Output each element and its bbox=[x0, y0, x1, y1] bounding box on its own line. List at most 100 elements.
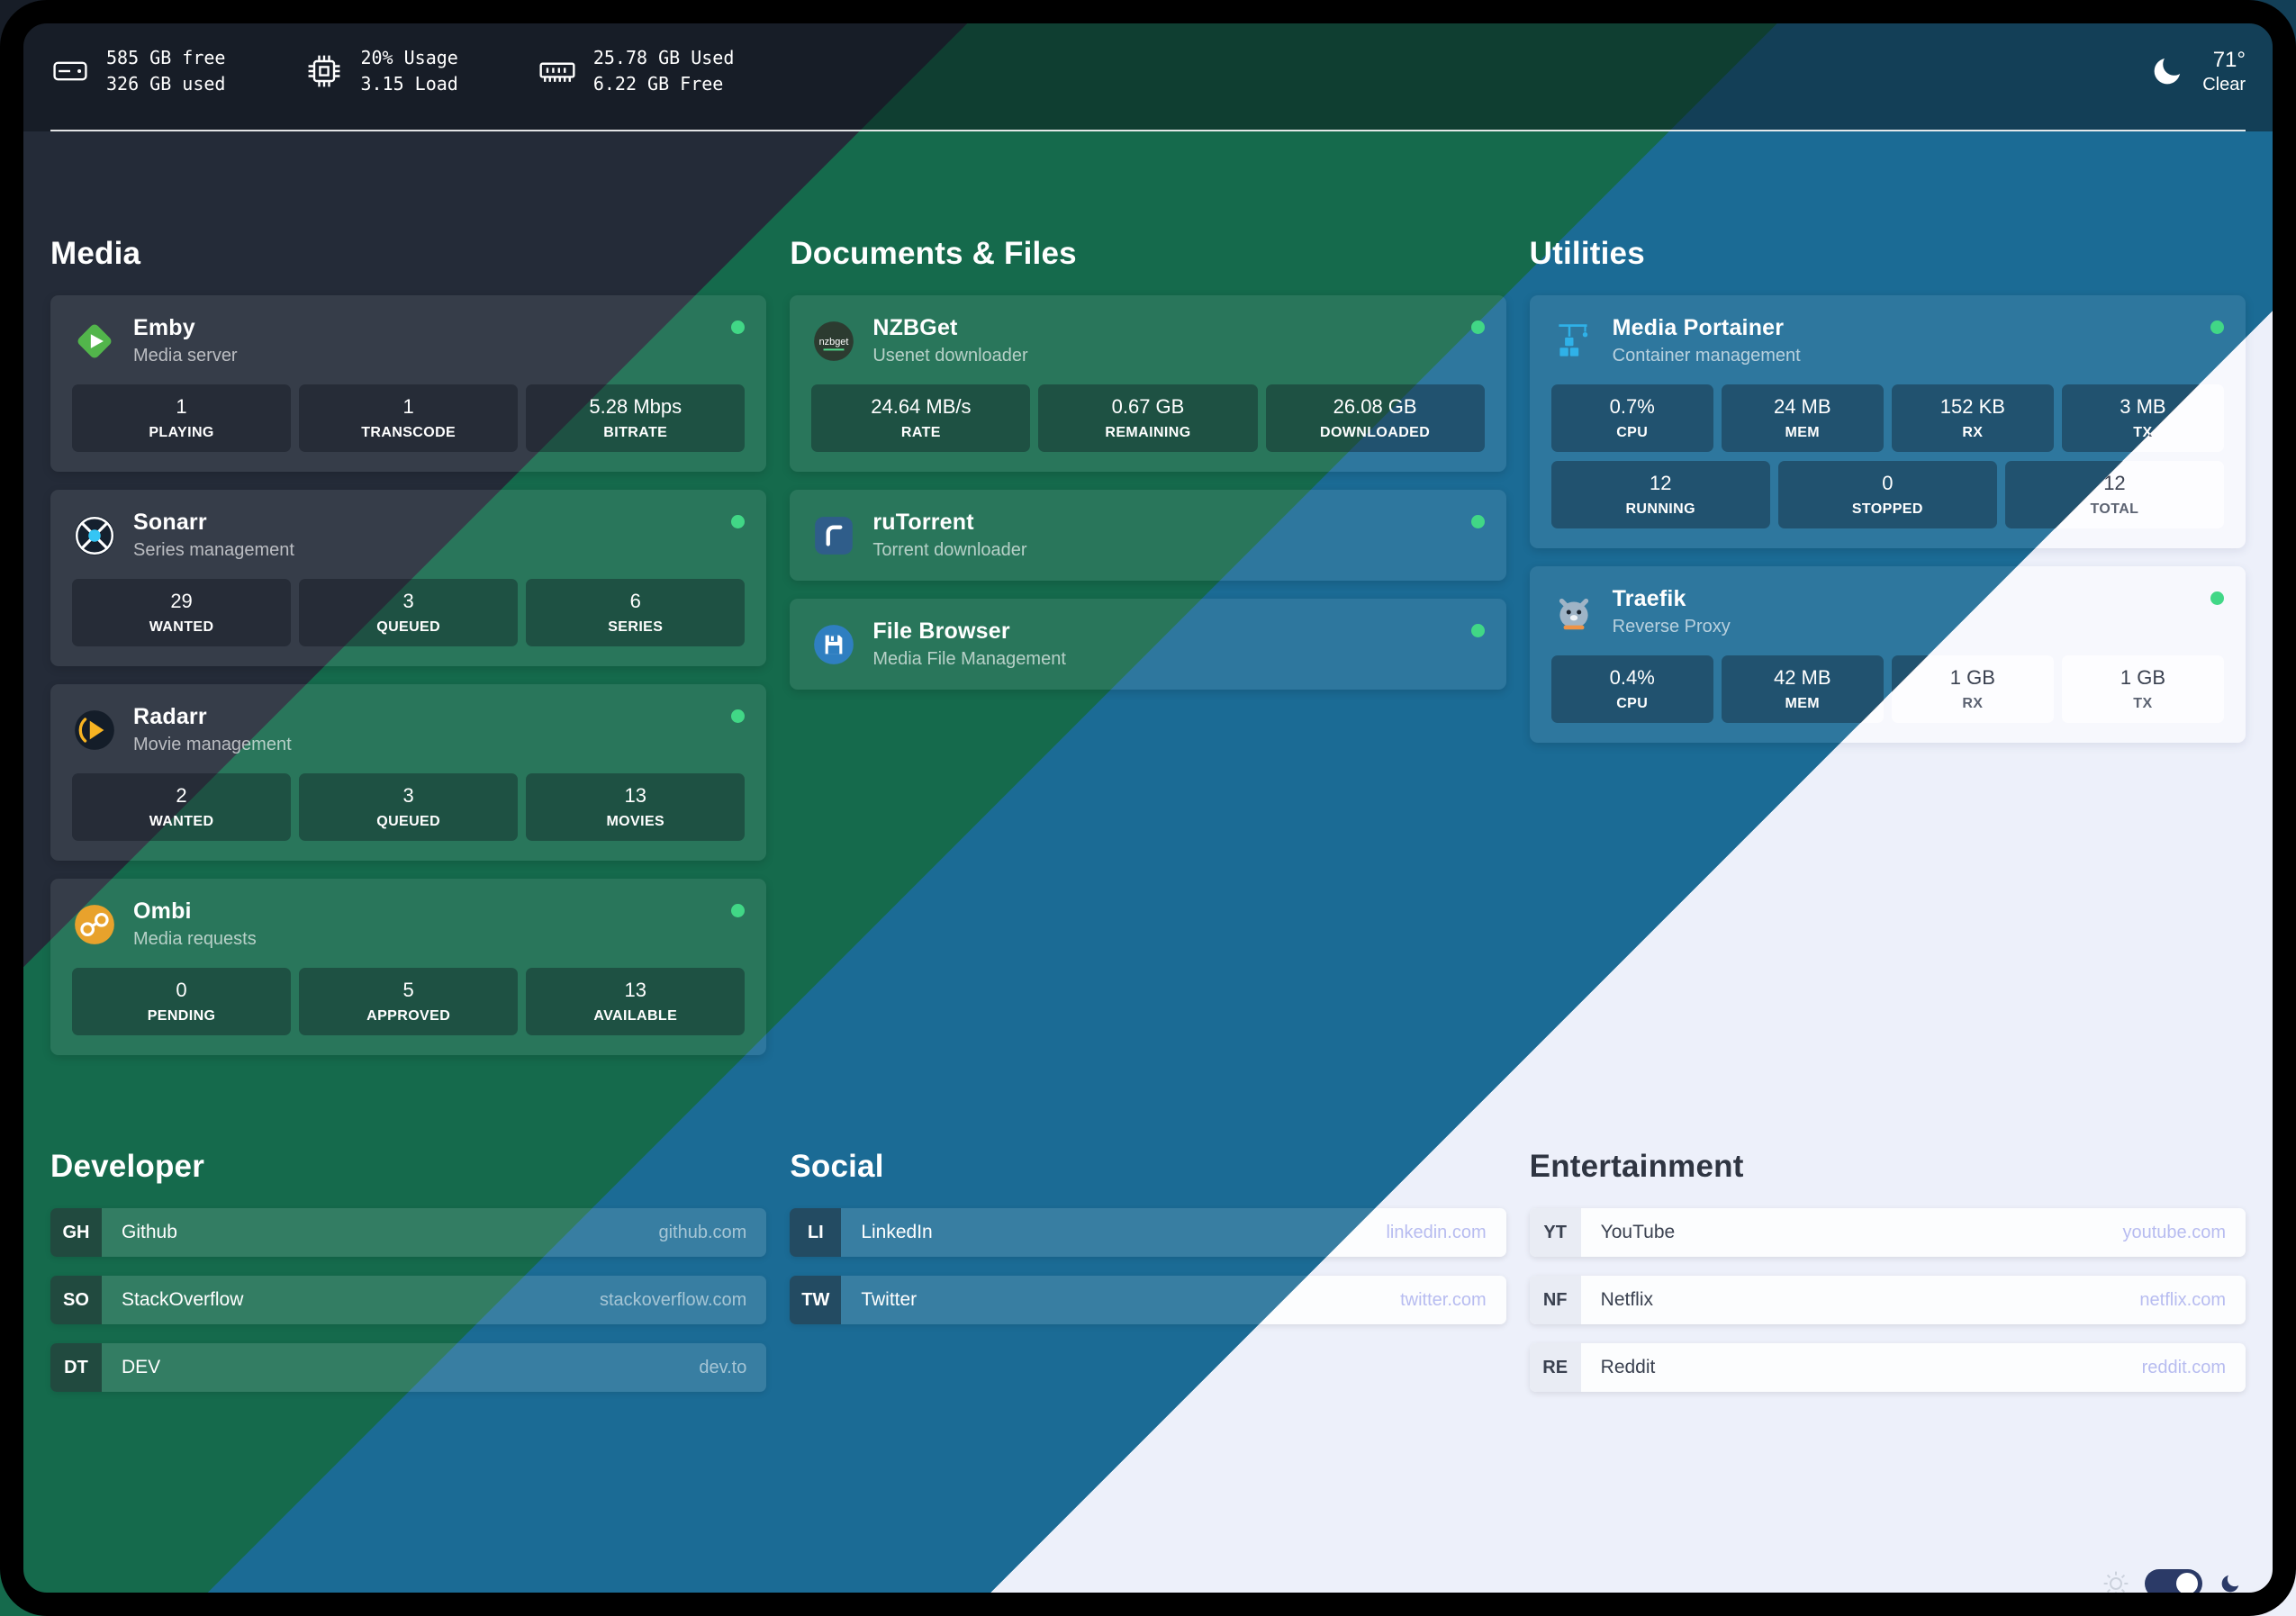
service-title: Media Portainer bbox=[1612, 315, 1785, 340]
memory-stick-icon bbox=[538, 51, 577, 91]
link-dev[interactable]: DT DEV dev.to bbox=[50, 1343, 767, 1392]
stat-box: 1 TRANSCODE bbox=[299, 384, 519, 452]
card-head: Sonarr Series management bbox=[72, 510, 746, 561]
link-url: netflix.com bbox=[2139, 1289, 2226, 1310]
card-head: Media Portainer Container management bbox=[1551, 315, 2224, 366]
service-card-emby[interactable]: Emby Media server 1 PLAYING 1 bbox=[50, 295, 767, 472]
stat-box: 0.4% CPU bbox=[1550, 655, 1713, 723]
section-title-documents: Documents & Files bbox=[790, 236, 1077, 271]
stat-value: 12 bbox=[1649, 472, 1672, 494]
stat-label: REMAINING bbox=[1105, 425, 1191, 440]
link-url: dev.to bbox=[699, 1357, 747, 1377]
stat-box: 1 PLAYING bbox=[72, 384, 292, 452]
stat-value: 5 bbox=[402, 979, 414, 1001]
service-card-sonarr[interactable]: Sonarr Series management 29 WANTED bbox=[50, 490, 767, 666]
service-card-rutorrent[interactable]: ruTorrent Torrent downloader bbox=[790, 490, 1506, 581]
stat-label: RX bbox=[1962, 696, 1984, 711]
stat-value: 3 bbox=[402, 590, 414, 612]
disk-stats-text: 585 GB free 326 GB used bbox=[106, 45, 225, 97]
media-cards: Emby Media server 1 PLAYING 1 bbox=[50, 295, 767, 1055]
weather-condition: Clear bbox=[2202, 74, 2246, 95]
memory-free: 6.22 GB Free bbox=[592, 73, 724, 95]
entertainment-links: YT YouTube youtube.com NF Netflix netfli… bbox=[1529, 1208, 2246, 1392]
toggle-knob bbox=[2176, 1573, 2198, 1594]
stat-value: 1 bbox=[176, 395, 187, 418]
stat-label: APPROVED bbox=[366, 1008, 451, 1024]
stats-row: 29 WANTED 3 QUEUED 6 SERIES bbox=[72, 579, 746, 646]
stat-label: TX bbox=[2133, 425, 2153, 440]
card-head: Radarr Movie management bbox=[72, 704, 746, 755]
stat-label: BITRATE bbox=[603, 425, 668, 440]
link-tag: GH bbox=[50, 1208, 102, 1257]
link-name: DEV bbox=[122, 1357, 161, 1377]
stat-value: 13 bbox=[624, 784, 647, 807]
stat-label: PENDING bbox=[147, 1008, 216, 1024]
stat-label: QUEUED bbox=[376, 619, 441, 635]
radarr-play-arc-icon bbox=[72, 708, 117, 753]
stat-label: SERIES bbox=[608, 619, 664, 635]
link-url: github.com bbox=[658, 1222, 747, 1242]
stat-box: 24.64 MB/s RATE bbox=[811, 384, 1031, 452]
link-stackoverflow[interactable]: SO StackOverflow stackoverflow.com bbox=[50, 1276, 767, 1324]
service-card-nzbget[interactable]: nzbget NZBGet Usenet downloader bbox=[790, 295, 1506, 472]
link-tag: DT bbox=[50, 1343, 102, 1392]
service-subtitle: Reverse Proxy bbox=[1612, 617, 1731, 636]
link-name: StackOverflow bbox=[122, 1289, 244, 1310]
service-card-radarr[interactable]: Radarr Movie management 2 WANTED 3 bbox=[50, 684, 767, 861]
section-title-utilities: Utilities bbox=[1529, 236, 1645, 271]
stat-box: 0.67 GB REMAINING bbox=[1038, 384, 1258, 452]
service-meta: Sonarr Series management bbox=[133, 510, 715, 561]
link-youtube[interactable]: YT YouTube youtube.com bbox=[1529, 1208, 2246, 1257]
status-dot bbox=[731, 515, 746, 528]
stat-label: TRANSCODE bbox=[361, 425, 456, 440]
card-head: File Browser Media File Management bbox=[811, 618, 1485, 670]
link-linkedin[interactable]: LI LinkedIn linkedin.com bbox=[790, 1208, 1506, 1257]
link-name: YouTube bbox=[1600, 1222, 1676, 1242]
link-reddit[interactable]: RE Reddit reddit.com bbox=[1529, 1343, 2246, 1392]
card-head: nzbget NZBGet Usenet downloader bbox=[811, 315, 1485, 366]
link-url: twitter.com bbox=[1400, 1289, 1487, 1310]
service-title: Ombi bbox=[133, 898, 192, 924]
stats-row: 1 PLAYING 1 TRANSCODE 5.28 Mbps BITRATE bbox=[72, 384, 746, 452]
service-subtitle: Media server bbox=[133, 346, 238, 366]
link-github[interactable]: GH Github github.com bbox=[50, 1208, 767, 1257]
service-subtitle: Torrent downloader bbox=[872, 540, 1027, 560]
service-meta: NZBGet Usenet downloader bbox=[872, 315, 1454, 366]
stat-box: 152 KB RX bbox=[1891, 384, 2054, 452]
stat-box: 1 GB TX bbox=[2061, 655, 2224, 723]
section-title-social: Social bbox=[790, 1149, 884, 1184]
status-dot bbox=[1470, 320, 1485, 334]
service-card-filebrowser[interactable]: File Browser Media File Management bbox=[790, 599, 1506, 690]
stat-box: 12 RUNNING bbox=[1550, 461, 1770, 528]
link-name: Github bbox=[122, 1222, 177, 1242]
service-meta: File Browser Media File Management bbox=[872, 618, 1454, 670]
link-tag: TW bbox=[790, 1276, 842, 1324]
stat-label: CPU bbox=[1616, 425, 1649, 440]
theme-toggle[interactable] bbox=[2145, 1569, 2202, 1598]
service-meta: Traefik Reverse Proxy bbox=[1613, 586, 2194, 637]
stat-label: MOVIES bbox=[606, 814, 665, 829]
sun-icon bbox=[2102, 1569, 2130, 1598]
service-subtitle: Movie management bbox=[133, 735, 292, 754]
memory-stats: 25.78 GB Used 6.22 GB Free bbox=[538, 45, 735, 97]
stat-value: 26.08 GB bbox=[1333, 395, 1417, 418]
memory-stats-text: 25.78 GB Used 6.22 GB Free bbox=[593, 45, 735, 97]
service-title: NZBGet bbox=[872, 315, 958, 340]
service-title: Sonarr bbox=[133, 510, 207, 535]
stat-value: 24 MB bbox=[1773, 395, 1831, 418]
stat-box: 29 WANTED bbox=[72, 579, 292, 646]
link-name: LinkedIn bbox=[861, 1222, 933, 1242]
service-card-ombi[interactable]: Ombi Media requests 0 PENDING 5 bbox=[50, 879, 767, 1055]
stat-box: 3 QUEUED bbox=[299, 579, 519, 646]
section-documents: Documents & Files nzbget bbox=[790, 236, 1506, 690]
stat-value: 6 bbox=[629, 590, 641, 612]
section-title-developer: Developer bbox=[50, 1149, 205, 1184]
status-dot bbox=[2210, 320, 2224, 334]
filebrowser-floppy-icon bbox=[811, 622, 856, 667]
card-head: Emby Media server bbox=[72, 315, 746, 366]
stat-label: CPU bbox=[1616, 696, 1649, 711]
stat-value: 3 bbox=[402, 784, 414, 807]
link-netflix[interactable]: NF Netflix netflix.com bbox=[1529, 1276, 2246, 1324]
service-subtitle: Container management bbox=[1612, 346, 1801, 366]
stat-box: 3 QUEUED bbox=[299, 773, 519, 841]
